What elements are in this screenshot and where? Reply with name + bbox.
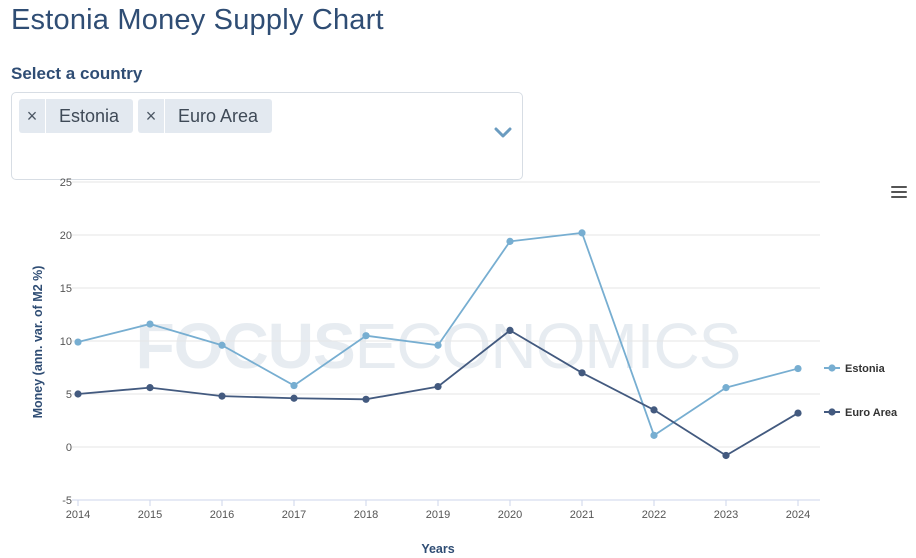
data-point	[650, 431, 658, 439]
remove-euro-area-button[interactable]: ×	[138, 99, 165, 133]
data-point	[578, 229, 586, 237]
x-tick-label: 2023	[714, 509, 738, 521]
y-tick-label: 15	[60, 283, 72, 295]
tag-label: Euro Area	[178, 105, 259, 126]
watermark-text: FOCUSECONOMICS	[136, 310, 741, 382]
y-tick-label: 25	[60, 177, 72, 189]
data-point	[578, 369, 586, 377]
data-point	[650, 406, 658, 414]
country-multiselect[interactable]: × Estonia × Euro Area	[11, 92, 523, 180]
tag-label: Estonia	[59, 105, 120, 126]
data-point	[146, 320, 154, 328]
legend-label: Estonia	[845, 363, 886, 375]
x-axis-label: Years	[421, 542, 454, 556]
x-tick-label: 2021	[570, 509, 594, 521]
chevron-down-icon[interactable]	[494, 125, 512, 139]
remove-estonia-button[interactable]: ×	[19, 99, 46, 133]
data-point	[794, 364, 802, 373]
tag-estonia: × Estonia	[19, 99, 133, 133]
data-point	[74, 338, 82, 346]
y-axis-label: Money (ann. var. of M2 %)	[31, 266, 45, 419]
data-point	[218, 392, 226, 400]
country-select-label: Select a country	[11, 64, 143, 83]
data-point	[722, 384, 730, 392]
data-point	[434, 382, 442, 391]
data-point	[290, 394, 298, 402]
legend-label: Euro Area	[845, 407, 898, 419]
chart-menu-icon[interactable]	[891, 186, 907, 200]
data-point	[506, 237, 514, 245]
data-point	[218, 341, 226, 349]
data-point	[362, 332, 370, 340]
y-tick-label: 5	[66, 389, 72, 401]
data-point	[722, 451, 730, 460]
y-tick-label: -5	[62, 495, 72, 507]
page-title: Estonia Money Supply Chart	[11, 4, 384, 36]
y-tick-label: 10	[60, 336, 72, 348]
x-tick-label: 2019	[426, 509, 450, 521]
legend-marker	[828, 364, 836, 372]
y-tick-label: 20	[60, 230, 72, 242]
x-tick-label: 2015	[138, 509, 162, 521]
data-point	[362, 395, 370, 403]
x-tick-label: 2020	[498, 509, 522, 521]
x-tick-label: 2018	[354, 509, 378, 521]
tag-euro-area: × Euro Area	[138, 99, 272, 133]
data-point	[506, 326, 514, 334]
data-point	[434, 341, 442, 349]
data-point	[290, 381, 298, 390]
x-tick-label: 2024	[786, 509, 810, 521]
data-point	[146, 384, 154, 392]
data-point	[74, 390, 82, 398]
y-tick-label: 0	[66, 442, 72, 454]
x-tick-label: 2022	[642, 509, 666, 521]
legend-marker	[828, 408, 836, 416]
x-tick-label: 2014	[66, 509, 90, 521]
x-tick-label: 2017	[282, 509, 306, 521]
x-tick-label: 2016	[210, 509, 234, 521]
data-point	[794, 409, 802, 417]
